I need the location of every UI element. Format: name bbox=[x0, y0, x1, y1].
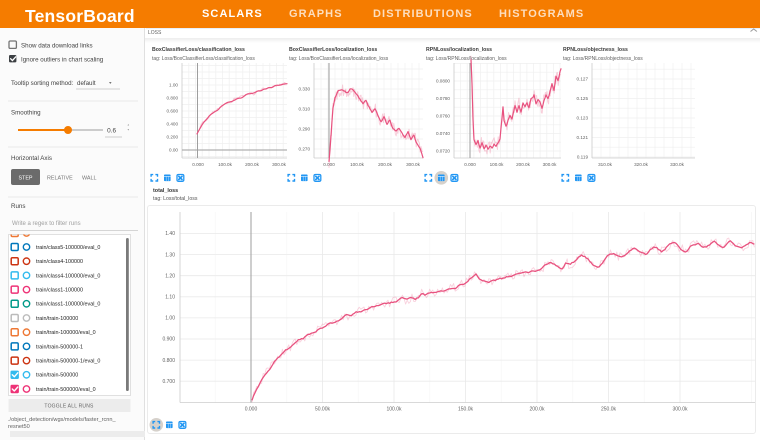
svg-text:0.000: 0.000 bbox=[464, 162, 476, 167]
svg-text:train/train-500000: train/train-500000 bbox=[36, 373, 78, 379]
svg-text:0.800: 0.800 bbox=[162, 358, 175, 364]
svg-text:1.00: 1.00 bbox=[165, 316, 175, 322]
svg-text:Write a regex to filter runs: Write a regex to filter runs bbox=[12, 221, 81, 227]
svg-text:250.0k: 250.0k bbox=[601, 407, 617, 413]
svg-text:100.0k: 100.0k bbox=[350, 162, 364, 167]
svg-text:0.6: 0.6 bbox=[107, 128, 116, 135]
svg-text:./object_detection/wgs/models/: ./object_detection/wgs/models/faster_rcn… bbox=[8, 417, 116, 423]
svg-text:1.10: 1.10 bbox=[165, 295, 175, 301]
svg-text:Smoothing: Smoothing bbox=[11, 110, 41, 117]
svg-text:0.0800: 0.0800 bbox=[436, 79, 450, 84]
svg-text:200.0k: 200.0k bbox=[529, 407, 545, 413]
svg-text:train/train-500000-1: train/train-500000-1 bbox=[36, 344, 83, 350]
svg-text:0.121: 0.121 bbox=[577, 135, 589, 140]
svg-text:0.290: 0.290 bbox=[299, 127, 311, 132]
svg-text:0.900: 0.900 bbox=[162, 337, 175, 343]
svg-text:150.0k: 150.0k bbox=[458, 407, 474, 413]
svg-text:train/train-500000/eval_0: train/train-500000/eval_0 bbox=[36, 387, 96, 393]
svg-text:train/class1-100000/eval_0: train/class1-100000/eval_0 bbox=[36, 302, 100, 308]
svg-text:0.310: 0.310 bbox=[299, 107, 311, 112]
svg-text:WALL: WALL bbox=[82, 176, 96, 182]
svg-text:train/train-100000/eval_0: train/train-100000/eval_0 bbox=[36, 330, 96, 336]
svg-text:Runs: Runs bbox=[11, 203, 25, 210]
svg-text:0.00: 0.00 bbox=[169, 148, 178, 153]
svg-text:300.0k: 300.0k bbox=[672, 407, 688, 413]
svg-text:0.400: 0.400 bbox=[167, 122, 179, 127]
svg-text:300.0k: 300.0k bbox=[406, 162, 420, 167]
svg-text:Show data download links: Show data download links bbox=[21, 43, 93, 50]
svg-text:300.0k: 300.0k bbox=[543, 162, 557, 167]
svg-text:STEP: STEP bbox=[18, 176, 32, 182]
svg-text:train/class1-100000: train/class1-100000 bbox=[36, 288, 83, 294]
svg-text:0.125: 0.125 bbox=[577, 96, 589, 101]
svg-text:0.000: 0.000 bbox=[192, 162, 204, 167]
svg-text:1.30: 1.30 bbox=[165, 252, 175, 258]
svg-text:100.0k: 100.0k bbox=[386, 407, 402, 413]
svg-text:1.00: 1.00 bbox=[169, 83, 178, 88]
svg-text:0.800: 0.800 bbox=[167, 96, 179, 101]
svg-text:TOGGLE ALL RUNS: TOGGLE ALL RUNS bbox=[44, 404, 94, 410]
svg-text:0.0740: 0.0740 bbox=[436, 131, 450, 136]
svg-text:200.0k: 200.0k bbox=[378, 162, 392, 167]
svg-text:0.000: 0.000 bbox=[245, 407, 258, 413]
svg-text:0.700: 0.700 bbox=[162, 379, 175, 385]
svg-text:0.0780: 0.0780 bbox=[436, 96, 450, 101]
svg-text:1.40: 1.40 bbox=[165, 231, 175, 237]
svg-text:train/class4-100000: train/class4-100000 bbox=[36, 259, 83, 265]
svg-text:320.0k: 320.0k bbox=[634, 162, 648, 167]
svg-text:default: default bbox=[77, 80, 96, 87]
svg-text:300.0k: 300.0k bbox=[272, 162, 286, 167]
svg-text:50.00k: 50.00k bbox=[315, 407, 331, 413]
svg-text:Horizontal Axis: Horizontal Axis bbox=[11, 155, 52, 162]
svg-text:200.0k: 200.0k bbox=[516, 162, 530, 167]
svg-text:Ignore outliers in chart scali: Ignore outliers in chart scaling bbox=[21, 57, 104, 64]
svg-text:train/class4-100000/eval_0: train/class4-100000/eval_0 bbox=[36, 273, 100, 279]
svg-text:0.123: 0.123 bbox=[577, 116, 589, 121]
svg-text:100.0k: 100.0k bbox=[218, 162, 232, 167]
svg-text:0.270: 0.270 bbox=[299, 147, 311, 152]
svg-text:0.0720: 0.0720 bbox=[436, 149, 450, 154]
svg-text:0.127: 0.127 bbox=[577, 77, 589, 82]
svg-text:0.600: 0.600 bbox=[167, 109, 179, 114]
svg-text:310.0k: 310.0k bbox=[598, 162, 612, 167]
svg-text:0.0760: 0.0760 bbox=[436, 114, 450, 119]
svg-text:resnet50: resnet50 bbox=[8, 424, 30, 430]
svg-text:1.20: 1.20 bbox=[165, 273, 175, 279]
svg-text:train/train-100000: train/train-100000 bbox=[36, 316, 78, 322]
svg-text:0.330: 0.330 bbox=[299, 87, 311, 92]
svg-text:100.0k: 100.0k bbox=[490, 162, 504, 167]
svg-text:330.0k: 330.0k bbox=[670, 162, 684, 167]
svg-text:200.0k: 200.0k bbox=[245, 162, 259, 167]
svg-text:train/class5-100000/eval_0: train/class5-100000/eval_0 bbox=[36, 245, 100, 251]
svg-text:0.200: 0.200 bbox=[167, 135, 179, 140]
svg-text:train/train-500000-1/eval_0: train/train-500000-1/eval_0 bbox=[36, 359, 100, 365]
svg-text:Tooltip sorting method:: Tooltip sorting method: bbox=[11, 80, 74, 87]
svg-text:0.000: 0.000 bbox=[323, 162, 335, 167]
svg-text:0.119: 0.119 bbox=[577, 155, 589, 160]
svg-text:RELATIVE: RELATIVE bbox=[47, 176, 73, 182]
